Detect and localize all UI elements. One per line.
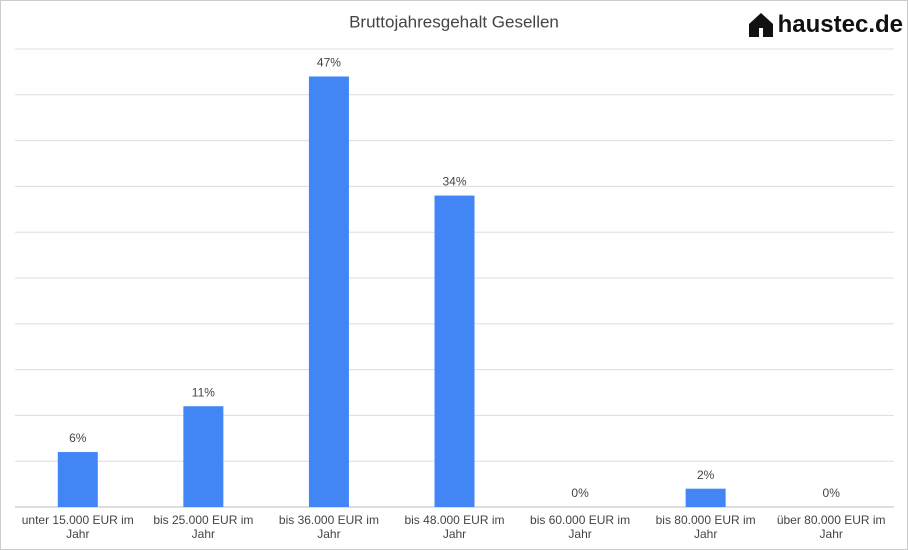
x-tick-label: unter 15.000 EUR im Jahr [21, 513, 134, 541]
value-label: 34% [442, 175, 466, 189]
bar [434, 195, 475, 507]
value-label: 6% [69, 431, 87, 445]
value-label: 0% [571, 486, 589, 500]
x-tick-label: bis 25.000 EUR im Jahr [153, 513, 254, 541]
logo: haustec.de [748, 11, 903, 39]
value-label: 0% [823, 486, 841, 500]
x-tick-label: bis 60.000 EUR im Jahr [530, 513, 631, 541]
value-label: 47% [317, 56, 341, 70]
bar [183, 406, 224, 507]
logo-icon [748, 13, 773, 37]
logo-text: haustec.de [777, 11, 903, 38]
x-tick-label: über 80.000 EUR im Jahr [776, 513, 886, 541]
value-label: 2% [697, 468, 715, 482]
x-tick-label: bis 36.000 EUR im Jahr [278, 513, 379, 541]
x-tick-label: bis 80.000 EUR im Jahr [655, 513, 756, 541]
bar [308, 76, 349, 507]
x-tick-label: bis 48.000 EUR im Jahr [404, 513, 505, 541]
bar [685, 488, 726, 507]
value-label: 11% [192, 385, 215, 399]
chart-title: Bruttojahresgehalt Gesellen [349, 12, 559, 31]
bar [57, 452, 98, 507]
